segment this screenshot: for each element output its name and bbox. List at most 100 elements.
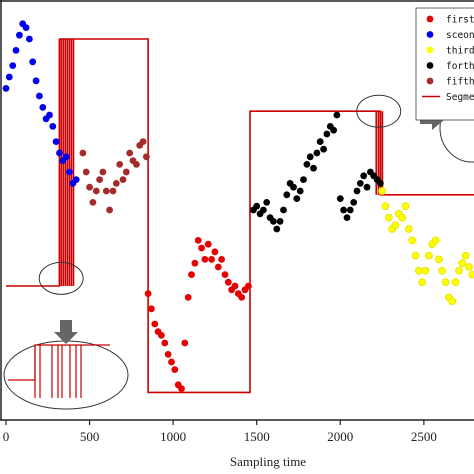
point-forth [323, 130, 331, 138]
point-third [425, 251, 433, 260]
point-first [245, 282, 252, 290]
inset-segment-line [8, 344, 110, 381]
point-first [201, 256, 209, 263]
x-axis-label: Sampling time [230, 454, 306, 469]
legend-label-third: third [446, 46, 474, 57]
point-forth [330, 126, 337, 134]
legend-label-sceond: sceond [446, 30, 474, 41]
point-fifth [106, 206, 113, 214]
point-forth [276, 218, 284, 225]
point-sceond [26, 35, 33, 43]
point-third [448, 297, 457, 306]
point-sceond [9, 62, 17, 69]
point-forth [260, 206, 267, 214]
point-first [218, 256, 226, 263]
point-fifth [112, 180, 120, 187]
point-first [178, 385, 185, 392]
point-forth [340, 206, 347, 214]
point-sceond [39, 104, 47, 111]
point-first [231, 282, 239, 290]
point-forth [316, 138, 324, 146]
point-first [194, 237, 202, 244]
point-first [171, 366, 179, 373]
point-fifth [109, 187, 117, 195]
point-fifth [82, 168, 90, 176]
point-sceond [16, 31, 23, 39]
point-sceond [36, 92, 43, 100]
point-first [191, 259, 199, 267]
point-fifth [143, 153, 150, 161]
point-first [238, 294, 246, 301]
point-forth [360, 172, 368, 180]
point-third [408, 236, 417, 245]
point-sceond [12, 47, 20, 54]
point-sceond [56, 149, 63, 157]
x-tick-label: 0 [3, 429, 10, 444]
point-first [164, 351, 172, 358]
legend-marker-third [426, 46, 434, 54]
point-third [404, 225, 413, 233]
point-forth [283, 191, 291, 199]
point-forth [293, 195, 301, 203]
point-forth [377, 180, 384, 187]
point-forth [336, 195, 344, 203]
point-first [148, 305, 155, 313]
point-fifth [96, 176, 103, 184]
zoom-region-right [356, 94, 402, 128]
point-third [435, 255, 443, 264]
point-forth [363, 183, 371, 191]
point-third [451, 278, 460, 287]
x-ticks: 0 500 1000 1500 2000 2500 [3, 420, 437, 444]
point-forth [270, 218, 277, 225]
point-forth [356, 180, 364, 187]
point-forth [333, 111, 341, 119]
point-third [414, 266, 423, 275]
point-first [168, 358, 175, 366]
point-forth [303, 161, 311, 168]
x-tick-label: 500 [80, 429, 100, 444]
point-third [421, 266, 430, 275]
point-fifth [122, 168, 130, 176]
point-first [208, 256, 216, 263]
legend-marker-first [426, 15, 434, 23]
legend-label-first: first [446, 15, 474, 26]
point-first [151, 320, 159, 328]
legend-marker-sceond [426, 31, 434, 38]
point-sceond [72, 176, 80, 184]
point-forth [280, 206, 287, 214]
point-sceond [22, 24, 30, 31]
point-sceond [2, 85, 10, 92]
point-third [391, 221, 400, 230]
point-sceond [5, 73, 13, 81]
point-forth [313, 149, 321, 157]
legend-marker-fifth [426, 77, 434, 85]
point-forth [296, 187, 304, 195]
point-first [224, 278, 232, 286]
point-sceond [52, 138, 60, 146]
legend-label-Segmentation: Segmentation [446, 92, 474, 103]
point-first [144, 290, 152, 297]
point-sceond [62, 153, 70, 161]
point-third [441, 278, 450, 287]
point-first [214, 263, 222, 271]
point-sceond [46, 111, 53, 119]
point-sceond [32, 77, 40, 85]
point-fifth [116, 161, 124, 168]
point-third [384, 213, 393, 222]
plot-area [2, 20, 474, 410]
point-first [188, 271, 195, 278]
point-sceond [49, 123, 57, 130]
legend-label-fifth: fifth [446, 77, 474, 88]
point-first [198, 244, 206, 252]
point-first [158, 332, 165, 339]
point-forth [300, 176, 307, 184]
point-fifth [92, 187, 100, 195]
point-forth [253, 202, 261, 210]
point-fifth [126, 149, 134, 157]
point-forth [346, 206, 354, 214]
point-forth [290, 183, 297, 191]
point-third [465, 263, 473, 271]
legend: first sceond third forth fifth Segmentation [415, 7, 474, 121]
